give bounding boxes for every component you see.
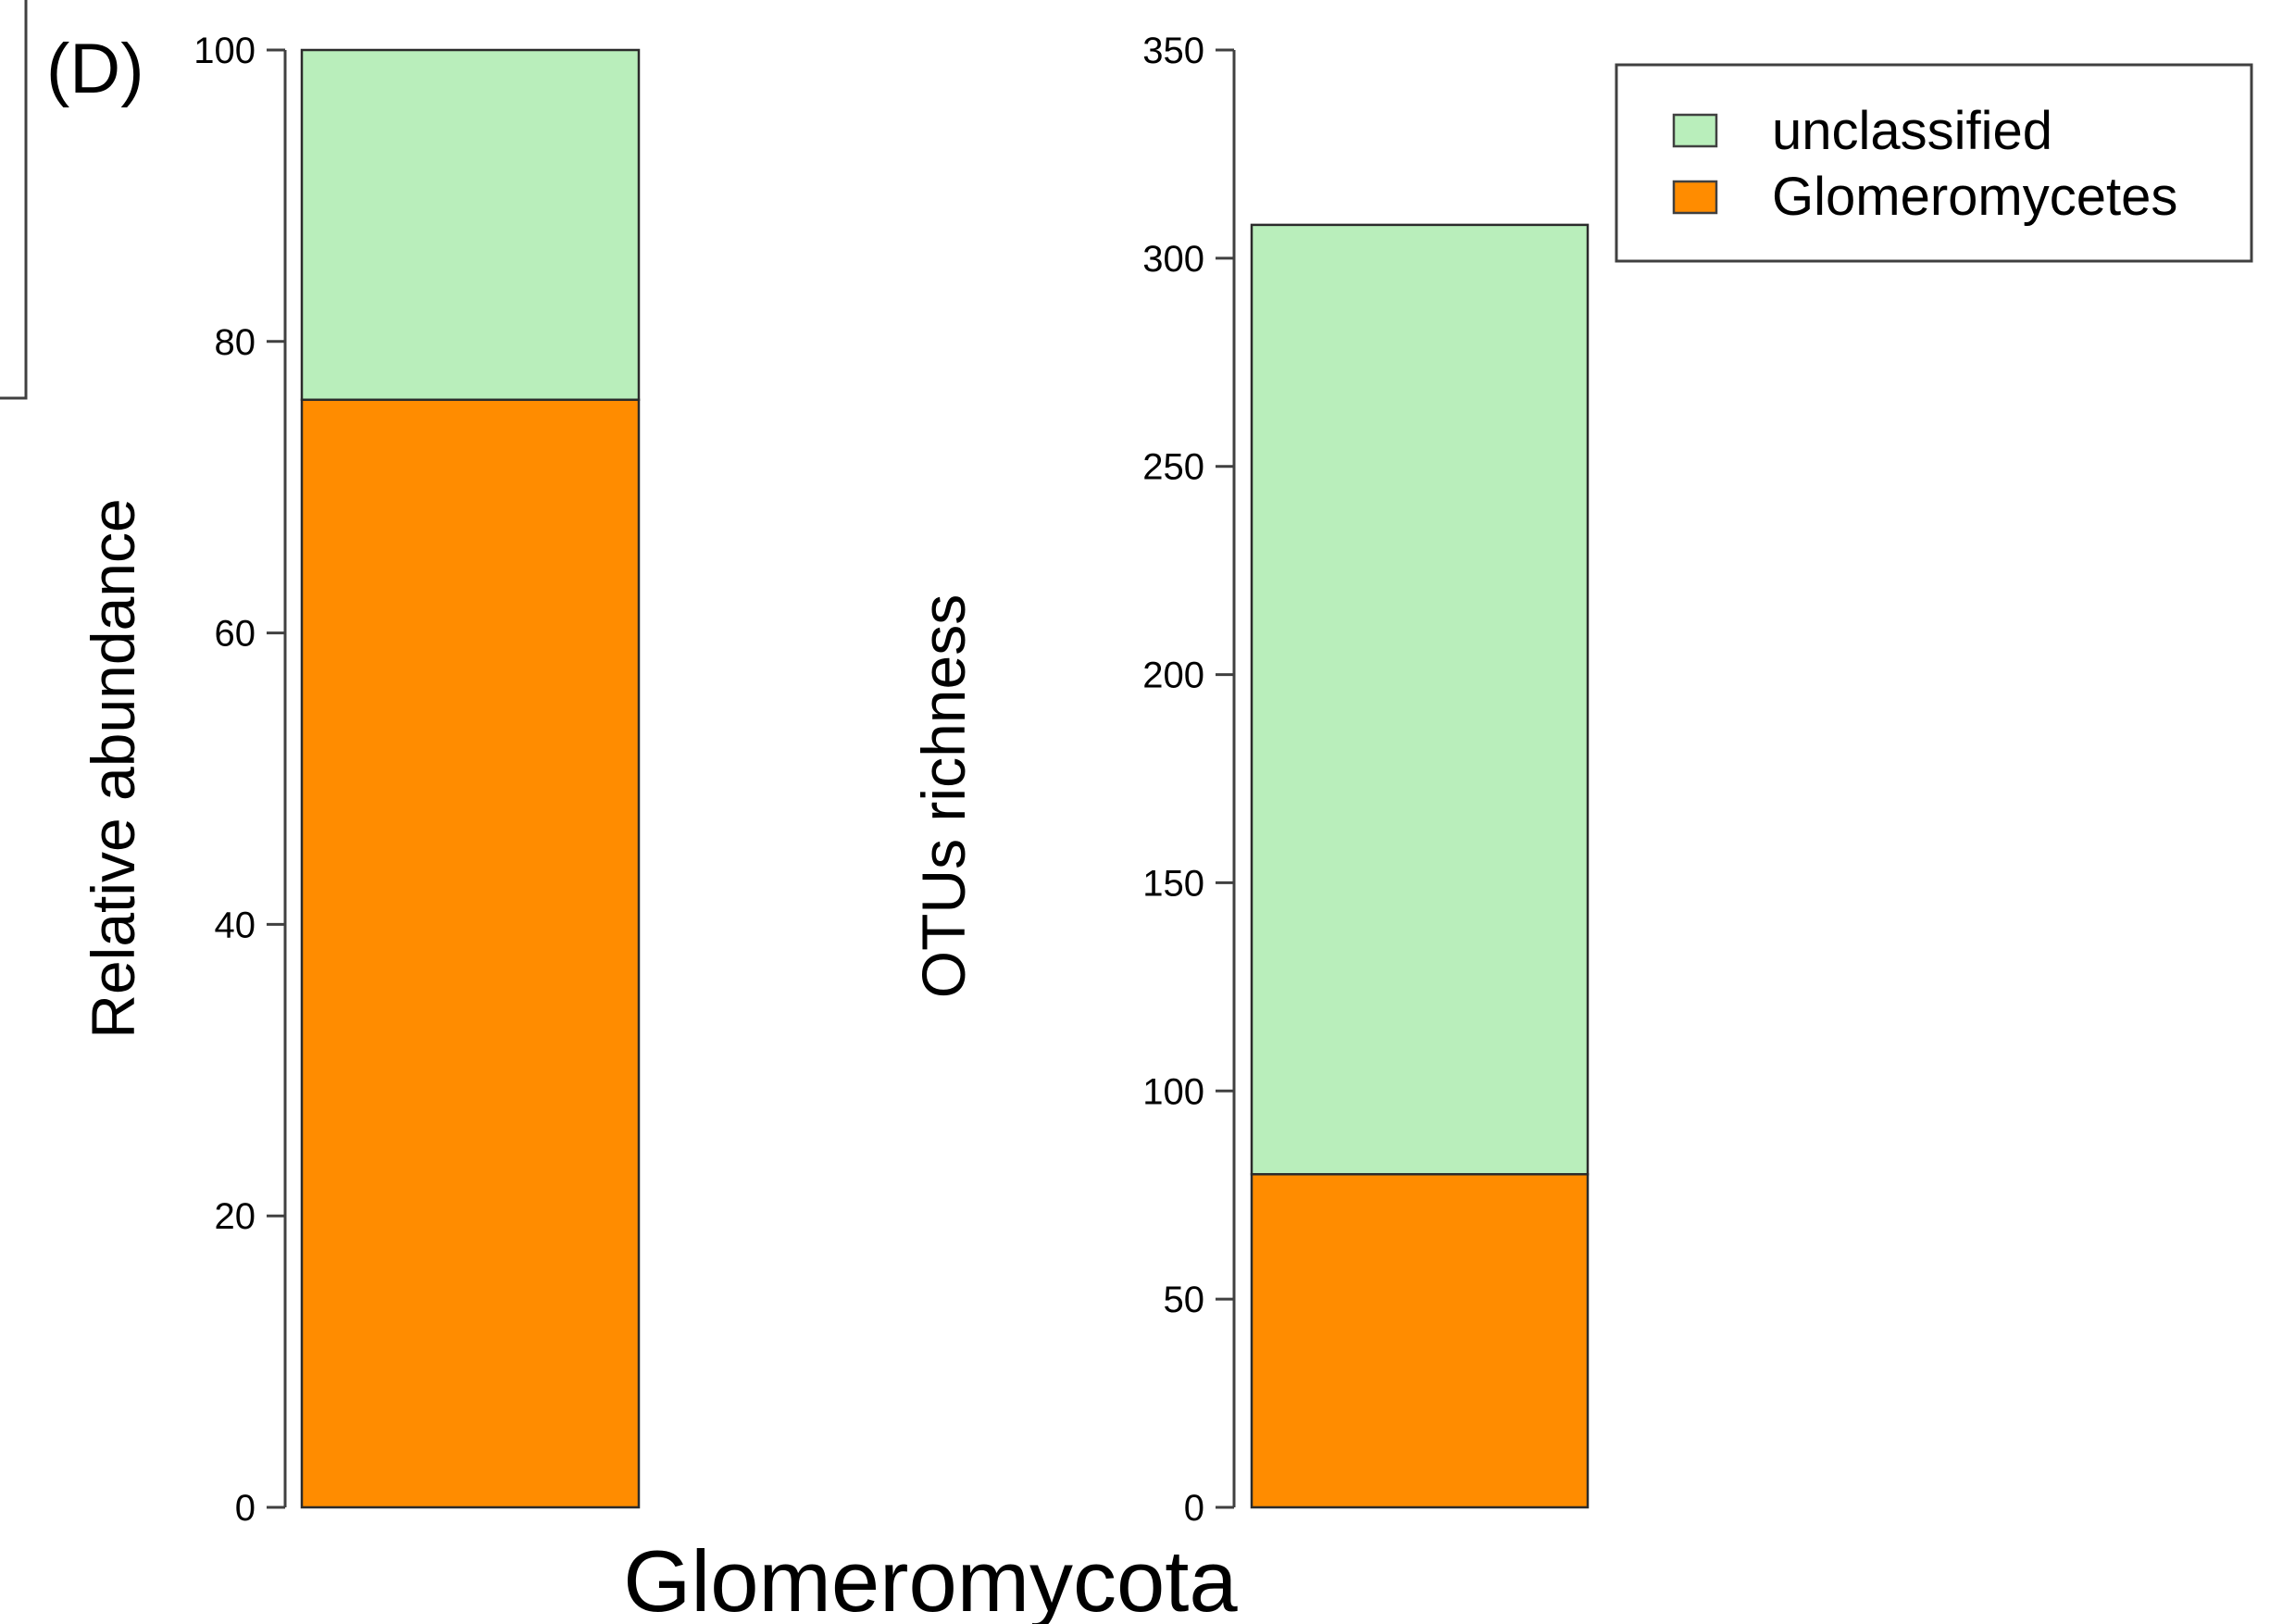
y-tick-label-abundance: 20 — [215, 1196, 256, 1237]
y-tick-label-richness: 250 — [1142, 447, 1204, 488]
y-tick-label-richness: 100 — [1142, 1071, 1204, 1112]
bar-segment-glomeromycetes-abundance — [300, 398, 641, 1509]
legend-swatch-glomeromycetes — [1672, 180, 1718, 215]
legend-label-glomeromycetes: Glomeromycetes — [1772, 167, 2177, 227]
y-tick-label-richness: 200 — [1142, 656, 1204, 696]
neighbor-panel-frame — [0, 0, 28, 400]
otus-richness-panel: 0 50 100 150 200 250 300 350 OTUs richness — [909, 31, 1590, 1529]
y-axis-title-richness: OTUs richness — [909, 594, 978, 998]
y-tick-label-abundance: 80 — [215, 322, 256, 363]
panel-label: (D) — [46, 30, 144, 108]
legend: unclassified Glomeromycetes — [1615, 63, 2253, 263]
y-tick-label-abundance: 60 — [215, 614, 256, 655]
bar-segment-unclassified-abundance — [300, 48, 641, 402]
y-tick-label-richness: 50 — [1164, 1280, 1205, 1320]
y-tick-label-richness: 150 — [1142, 863, 1204, 904]
bar-segment-glomeromycetes-richness — [1250, 1172, 1590, 1509]
y-tick-label-abundance: 0 — [235, 1488, 256, 1529]
relative-abundance-panel: 0 20 40 60 80 100 Relative abundance — [79, 31, 641, 1529]
legend-box — [1615, 63, 2253, 263]
y-tick-label-richness: 0 — [1184, 1488, 1204, 1529]
y-tick-label-richness: 350 — [1142, 31, 1204, 71]
y-tick-label-richness: 300 — [1142, 239, 1204, 280]
y-tick-label-abundance: 40 — [215, 905, 256, 945]
y-axis-title-abundance: Relative abundance — [79, 498, 147, 1038]
bar-segment-unclassified-richness — [1250, 223, 1590, 1176]
y-tick-label-abundance: 100 — [193, 31, 256, 71]
category-label: Glomeromycota — [623, 1532, 1238, 1624]
legend-label-unclassified: unclassified — [1772, 101, 2052, 161]
legend-swatch-unclassified — [1672, 113, 1718, 148]
